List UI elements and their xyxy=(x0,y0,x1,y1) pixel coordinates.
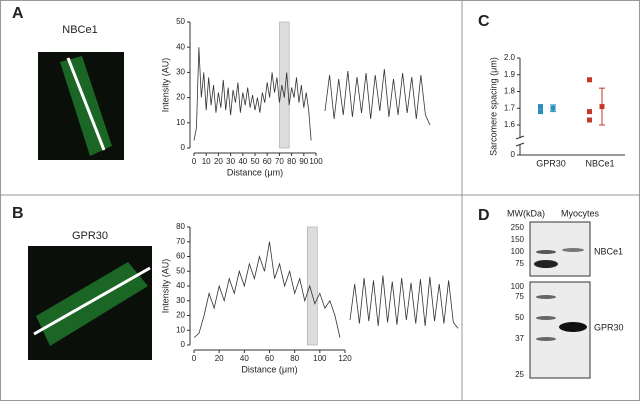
trace xyxy=(193,47,312,141)
mw-marker: 37 xyxy=(515,334,524,343)
x-tick-label: 40 xyxy=(238,157,247,166)
x-tick-label: 60 xyxy=(263,157,272,166)
mw-title: MW(kDa) xyxy=(507,208,545,218)
x-tick-label: 120 xyxy=(338,354,352,363)
x-tick-label: 60 xyxy=(265,354,274,363)
zoom-trace xyxy=(349,275,459,329)
y-tick-label: 0 xyxy=(181,340,186,349)
mw-marker: 50 xyxy=(515,313,524,322)
mw-marker: 100 xyxy=(511,282,525,291)
band xyxy=(536,250,556,254)
point xyxy=(587,77,592,83)
point xyxy=(538,104,543,110)
y-tick-label: 10 xyxy=(176,325,185,334)
y-tick-label: 30 xyxy=(176,296,185,305)
panel-title: GPR30 xyxy=(72,230,108,242)
y-tick-label: 2.0 xyxy=(504,53,516,62)
y-tick-label: 70 xyxy=(176,237,185,246)
axis-break xyxy=(515,135,525,140)
trace xyxy=(193,241,341,338)
y-tick-label: 80 xyxy=(176,222,185,231)
y-tick-label: 40 xyxy=(176,281,185,290)
band xyxy=(559,322,587,332)
micrograph xyxy=(28,246,152,360)
zoom-trace xyxy=(324,68,431,126)
x-tick-label: 30 xyxy=(226,157,235,166)
mw-marker: 250 xyxy=(511,223,525,232)
x-tick-label: 20 xyxy=(215,354,224,363)
mw-marker: 100 xyxy=(511,247,525,256)
protein-label: NBCe1 xyxy=(594,246,623,256)
y-axis-label: Sarcomere spacing (μm) xyxy=(488,57,498,156)
band xyxy=(536,316,556,320)
x-tick-label: 80 xyxy=(290,354,299,363)
x-tick-label: NBCe1 xyxy=(585,158,614,168)
y-tick-label: 1.9 xyxy=(504,70,516,79)
y-tick-label: 1.8 xyxy=(504,87,516,96)
mean-marker xyxy=(550,105,556,111)
y-tick-label: 40 xyxy=(176,42,185,51)
point xyxy=(587,117,592,123)
x-tick-label: GPR30 xyxy=(536,158,566,168)
x-tick-label: 20 xyxy=(214,157,223,166)
panel-label: A xyxy=(12,5,24,22)
lane-title: Myocytes xyxy=(561,208,600,218)
y-tick-label: 50 xyxy=(176,266,185,275)
band xyxy=(562,248,584,252)
x-axis-label: Distance (μm) xyxy=(241,364,297,374)
x-tick-label: 100 xyxy=(309,157,323,166)
panel-label: D xyxy=(478,207,490,224)
axis-break xyxy=(515,142,525,147)
x-tick-label: 90 xyxy=(299,157,308,166)
panel-label: C xyxy=(478,13,490,30)
band xyxy=(536,295,556,299)
panel-label: B xyxy=(12,205,24,222)
x-tick-label: 40 xyxy=(240,354,249,363)
x-tick-label: 80 xyxy=(287,157,296,166)
point xyxy=(587,109,592,115)
y-tick-label: 1.6 xyxy=(504,120,516,129)
point xyxy=(538,109,543,115)
mw-marker: 25 xyxy=(515,370,524,379)
band xyxy=(536,337,556,341)
x-tick-label: 10 xyxy=(202,157,211,166)
y-tick-label: 50 xyxy=(176,17,185,26)
micrograph xyxy=(38,52,124,160)
highlight xyxy=(307,226,318,346)
panel-title: NBCe1 xyxy=(62,24,97,36)
mean-marker xyxy=(599,104,605,110)
mw-marker: 150 xyxy=(511,235,525,244)
band xyxy=(534,260,558,268)
protein-label: GPR30 xyxy=(594,322,624,332)
y-tick-label: 20 xyxy=(176,93,185,102)
y-axis-label: Intensity (AU) xyxy=(160,58,170,113)
y-tick-label: 1.7 xyxy=(504,103,516,112)
x-tick-label: 0 xyxy=(192,157,197,166)
y-tick-label: 30 xyxy=(176,68,185,77)
y-tick-label: 20 xyxy=(176,311,185,320)
x-tick-label: 70 xyxy=(275,157,284,166)
y-tick-label: 0 xyxy=(511,150,516,159)
y-axis-label: Intensity (AU) xyxy=(160,259,170,314)
y-tick-label: 60 xyxy=(176,252,185,261)
x-axis-label: Distance (μm) xyxy=(227,167,283,177)
y-tick-label: 10 xyxy=(176,118,185,127)
y-tick-label: 0 xyxy=(181,143,186,152)
highlight xyxy=(279,21,290,149)
x-tick-label: 50 xyxy=(251,157,260,166)
x-tick-label: 0 xyxy=(192,354,197,363)
x-tick-label: 100 xyxy=(313,354,327,363)
mw-marker: 75 xyxy=(515,259,524,268)
mw-marker: 75 xyxy=(515,292,524,301)
